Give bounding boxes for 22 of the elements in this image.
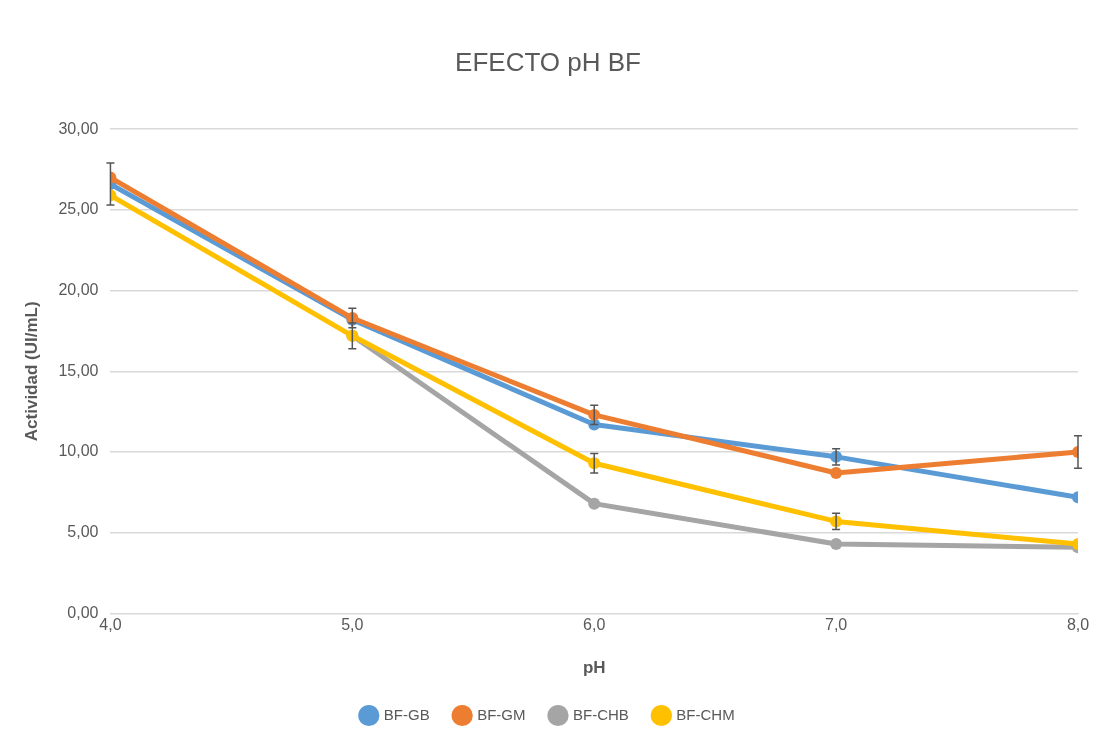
point — [830, 466, 843, 479]
y-tick-label: 30,00 — [58, 119, 99, 137]
y-axis-title: Actividad (UI/mL) — [21, 301, 41, 442]
y-tick-label: 5,00 — [67, 523, 99, 541]
y-tick-label: 25,00 — [58, 200, 99, 218]
x-tick-label: 8,0 — [1066, 616, 1090, 634]
point — [830, 538, 843, 550]
legend-label: BF-GB — [383, 705, 430, 723]
point — [588, 497, 601, 510]
y-tick-label: 0,00 — [67, 603, 99, 621]
legend-label: BF-CHM — [676, 705, 735, 723]
x-tick-label: 6,0 — [583, 616, 606, 634]
y-tick-label: 10,00 — [58, 442, 99, 460]
y-tick-label: 20,00 — [58, 281, 99, 299]
legend-label: BF-GM — [477, 705, 526, 723]
legend-label: BF-CHB — [573, 705, 629, 723]
x-tick-label: 4,0 — [99, 616, 122, 634]
chart-title: EFECTO pH BF — [455, 46, 641, 77]
x-axis-title: pH — [582, 658, 606, 678]
x-tick-label: 7,0 — [824, 616, 848, 634]
y-tick-label: 15,00 — [58, 361, 99, 379]
x-tick-label: 5,0 — [341, 616, 364, 634]
